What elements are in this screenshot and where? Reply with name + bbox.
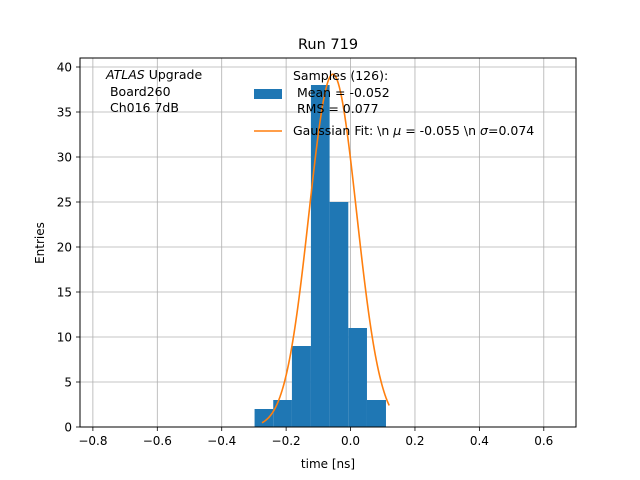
y-tick-label-3: 15 bbox=[57, 286, 72, 300]
x-tick-label-4: 0.0 bbox=[341, 434, 360, 448]
upgrade-label: Upgrade bbox=[145, 67, 203, 82]
atlas-annotation: ATLAS Upgrade Board260 Ch016 7dB bbox=[105, 67, 202, 115]
gaussian-fit-curve bbox=[261, 73, 390, 424]
x-tick-label-5: 0.2 bbox=[405, 434, 424, 448]
y-tick-label-6: 30 bbox=[57, 151, 72, 165]
legend-histogram-swatch bbox=[254, 89, 282, 99]
y-tick-label-5: 25 bbox=[57, 196, 72, 210]
histogram-bar-6 bbox=[366, 400, 386, 427]
legend-histogram-line-3: RMS = 0.077 bbox=[293, 101, 379, 116]
x-tick-label-2: −0.4 bbox=[207, 434, 236, 448]
y-axis-ticks: 0 5 10 15 20 25 30 35 40 bbox=[57, 61, 80, 435]
channel-label: Ch016 7dB bbox=[106, 100, 179, 115]
histogram-bar-2 bbox=[291, 346, 311, 427]
svg-text:ATLAS Upgrade: ATLAS Upgrade bbox=[105, 67, 202, 82]
gaussian-fit-line bbox=[261, 73, 390, 424]
y-tick-label-2: 10 bbox=[57, 331, 72, 345]
histogram-bar-0 bbox=[254, 409, 274, 427]
atlas-label: ATLAS bbox=[105, 67, 145, 82]
chart-title: Run 719 bbox=[298, 37, 358, 53]
y-tick-label-7: 35 bbox=[57, 106, 72, 120]
plot-area-frame bbox=[79, 57, 577, 428]
y-tick-label-4: 20 bbox=[57, 241, 72, 255]
x-tick-label-0: −0.8 bbox=[78, 434, 107, 448]
y-tick-label-8: 40 bbox=[57, 61, 72, 75]
x-tick-label-6: 0.4 bbox=[470, 434, 489, 448]
histogram-bar-5 bbox=[348, 328, 367, 427]
histogram-bar-1 bbox=[273, 400, 292, 427]
legend-fit-label: Gaussian Fit: \n μ = -0.055 \n σ=0.074 bbox=[293, 123, 534, 138]
x-tick-label-3: −0.2 bbox=[272, 434, 301, 448]
x-axis-label: time [ns] bbox=[301, 457, 355, 471]
legend: Samples (126): Mean = -0.052 RMS = 0.077… bbox=[254, 68, 534, 138]
y-tick-label-0: 0 bbox=[64, 421, 72, 435]
x-tick-label-1: −0.6 bbox=[143, 434, 172, 448]
legend-histogram-line-1: Samples (126): bbox=[293, 68, 388, 83]
board-label: Board260 bbox=[106, 84, 171, 99]
x-tick-label-7: 0.6 bbox=[534, 434, 553, 448]
y-axis-label: Entries bbox=[33, 222, 47, 264]
y-tick-label-1: 5 bbox=[64, 376, 72, 390]
x-axis-ticks: −0.8 −0.6 −0.4 −0.2 0.0 0.2 0.4 0.6 bbox=[78, 427, 553, 448]
histogram-bar-3 bbox=[310, 85, 330, 427]
histogram-bar-4 bbox=[329, 202, 349, 427]
histogram-bars bbox=[254, 85, 386, 427]
legend-histogram-line-2: Mean = -0.052 bbox=[293, 85, 390, 100]
